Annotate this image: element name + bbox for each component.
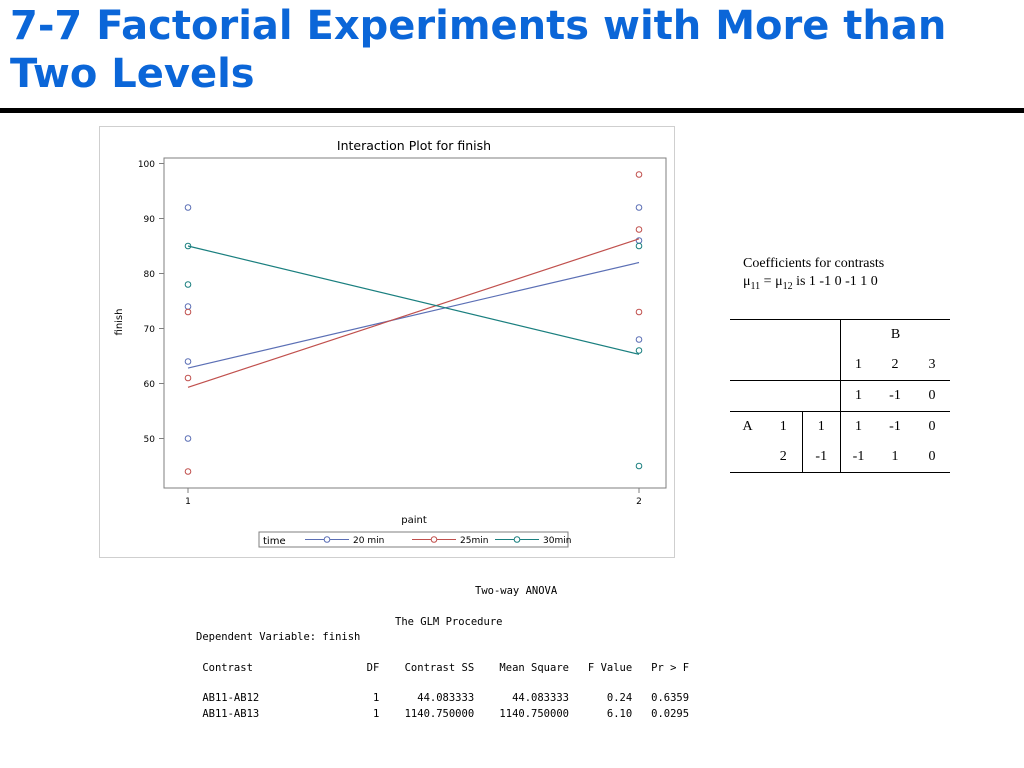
table-cell: 1 [891, 449, 899, 464]
sas-output-title: Two-way ANOVA [475, 585, 558, 597]
mean-line [187, 238, 640, 388]
table-cell: 1 [855, 419, 862, 434]
data-point [635, 171, 643, 178]
series [184, 171, 643, 475]
table-cell: 1 [855, 388, 862, 403]
chart-title: Interaction Plot for finish [337, 138, 491, 153]
factor-a-label [730, 442, 765, 473]
table-cell: 0 [928, 388, 936, 403]
y-axis-label: finish [114, 309, 125, 336]
legend-box [258, 531, 569, 548]
data-point [184, 242, 192, 250]
legend-swatch-marker [513, 536, 521, 543]
plot-area [163, 157, 667, 489]
table-cell: -1 [852, 449, 865, 464]
data-point [635, 242, 643, 250]
table-row: 2 -1 -1 1 0 [730, 442, 950, 473]
a-level: 1 [779, 419, 787, 434]
data-point [184, 435, 192, 442]
title-divider [0, 108, 1024, 113]
contrast-coefficients-note: Coefficients for contrasts μ11 = μ12 is … [743, 255, 884, 296]
legend-entry: 30min [543, 536, 571, 546]
y-tick-label: 70 [144, 325, 156, 335]
table-cell: -1 [889, 419, 901, 434]
sas-table-row: AB11-AB12 1 44.083333 44.083333 0.24 0.6… [196, 692, 690, 704]
series [184, 204, 643, 442]
data-point [184, 358, 192, 365]
data-point [184, 468, 192, 475]
slide-title: 7-7 Factorial Experiments with More than… [10, 3, 947, 97]
table-row: A 1 1 1 -1 0 [730, 411, 950, 442]
b-level: 3 [928, 357, 936, 372]
x-tick-label: 1 [185, 497, 191, 507]
series-layer [184, 171, 643, 475]
data-point [184, 204, 192, 211]
sas-table-row: AB11-AB13 1 1140.750000 1140.750000 6.10… [196, 708, 690, 720]
data-point [635, 204, 643, 211]
table-cell: -1 [801, 442, 841, 473]
table-cell: 1 [801, 411, 841, 442]
legend-entry: 25min [460, 536, 488, 546]
coefficients-heading: Coefficients for contrasts [743, 256, 885, 271]
factor-b-header: B [890, 327, 901, 342]
sas-dependent-variable: Dependent Variable: finish [196, 631, 361, 643]
data-point [635, 336, 643, 343]
interaction-plot: Interaction Plot for finish 50 60 70 80 90 10… [99, 126, 675, 558]
table-cell: 0 [928, 419, 936, 434]
legend-swatch-marker [430, 536, 438, 543]
data-point [184, 374, 192, 382]
legend-title: time [263, 536, 286, 547]
x-tick-label: 2 [636, 497, 642, 507]
table-cell: 0 [928, 449, 936, 464]
data-point [635, 347, 643, 354]
data-point [635, 237, 643, 244]
coefficients-equation: μ11 = μ12 is 1 -1 0 -1 1 0 [743, 274, 878, 292]
sas-table-header: Contrast DF Contrast SS Mean Square F Va… [196, 662, 690, 674]
y-tick-label: 60 [144, 380, 156, 390]
legend: time 20 min 25min 30min [258, 531, 571, 548]
mean-line [187, 245, 640, 355]
legend-entry: 20 min [353, 536, 384, 546]
data-point [635, 462, 643, 470]
x-axis-label: paint [401, 515, 427, 526]
b-level: 1 [855, 357, 862, 372]
sas-procedure-name: The GLM Procedure [395, 616, 503, 628]
y-axis: 50 60 70 80 90 100 [138, 160, 164, 445]
series [184, 242, 643, 470]
data-point [635, 308, 643, 316]
data-point [184, 303, 192, 310]
legend-swatch-marker [323, 536, 331, 543]
mean-line [187, 261, 640, 369]
factor-a-label: A [742, 419, 753, 434]
y-tick-label: 90 [144, 215, 156, 225]
y-tick-label: 50 [144, 435, 156, 445]
y-tick-label: 80 [144, 270, 156, 280]
a-level: 2 [779, 449, 787, 464]
data-point [184, 308, 192, 316]
contrast-coefficient-table: B 1 2 3 1 -1 0 A 1 1 1 -1 0 2 -1 -1 1 0 [730, 319, 950, 473]
data-point [184, 281, 192, 288]
y-tick-label: 100 [138, 160, 155, 170]
table-cell: -1 [889, 388, 901, 403]
data-point [635, 226, 643, 233]
b-level: 2 [891, 357, 899, 372]
